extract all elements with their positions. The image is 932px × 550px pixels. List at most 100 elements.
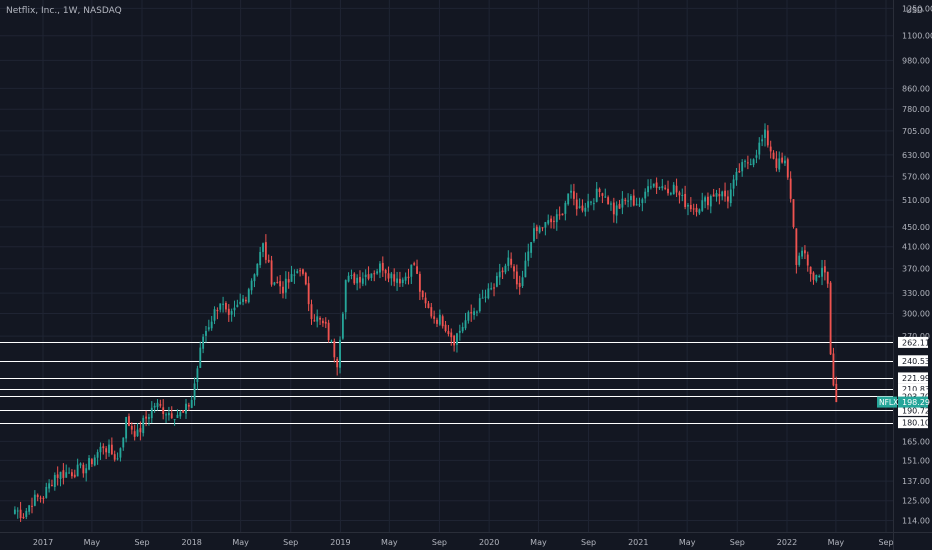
candle-body (384, 269, 387, 274)
x-tick-label: Sep (730, 538, 745, 547)
candle-body (361, 278, 364, 284)
candle-body (498, 271, 501, 278)
candle-body (738, 170, 741, 173)
y-tick-label: 1250.00 (902, 4, 932, 13)
level-tag-label: 180.10 (902, 419, 930, 428)
candle-body (775, 158, 778, 168)
candle-body (755, 155, 758, 158)
candle-body (390, 273, 393, 279)
x-tick-label: 2018 (182, 538, 202, 547)
candle-body (581, 205, 584, 211)
candle-body (444, 324, 447, 332)
x-tick-label: 2022 (777, 538, 797, 547)
candle-body (264, 242, 267, 260)
candle-body (99, 446, 102, 453)
candle-body (173, 419, 176, 421)
candle-body (404, 276, 407, 281)
candle-body (19, 509, 22, 519)
x-tick-label: 2021 (628, 538, 648, 547)
candle-body (293, 274, 296, 276)
candle-body (296, 271, 299, 274)
candle-body (113, 454, 116, 460)
candle-body (359, 276, 361, 283)
candle-body (504, 265, 507, 273)
candle-body (28, 505, 31, 512)
x-tick-label: Sep (134, 538, 149, 547)
candle-body (396, 278, 398, 283)
candle-body (344, 280, 347, 313)
candle-body (110, 444, 113, 455)
candle-body (510, 258, 513, 265)
x-tick-label: 2017 (33, 538, 53, 547)
candle-body (555, 214, 558, 223)
candle-body (190, 399, 193, 408)
candle-body (85, 468, 88, 474)
candle-body (458, 330, 461, 333)
candle-body (621, 198, 624, 208)
candle-body (119, 448, 122, 458)
candle-body (282, 286, 284, 294)
y-tick-label: 410.00 (902, 243, 930, 252)
candle-body (202, 336, 205, 349)
candle-body (513, 266, 515, 272)
candle-body (610, 203, 612, 205)
candle-body (538, 227, 541, 233)
candle-body (478, 298, 481, 312)
candle-body (501, 270, 504, 273)
candle-body (649, 186, 652, 188)
candle-body (832, 353, 835, 386)
candle-body (464, 320, 467, 329)
candle-body (393, 274, 396, 282)
level-tag (898, 383, 928, 395)
candle-body (199, 347, 202, 368)
candle-body (758, 142, 761, 155)
candle-body (806, 254, 809, 266)
y-tick-label: 570.00 (902, 172, 930, 181)
candle-body (803, 250, 806, 254)
candle-body (68, 472, 71, 474)
candle-body (826, 271, 829, 284)
candle-body (718, 194, 721, 197)
candle-body (51, 484, 53, 486)
candle-body (698, 209, 701, 214)
candle-body (438, 314, 441, 325)
candle-body (612, 202, 615, 215)
candle-body (490, 288, 493, 290)
candle-body (778, 158, 781, 170)
candle-body (450, 332, 453, 338)
candle-body (244, 299, 247, 302)
candle-body (518, 282, 521, 287)
candle-body (618, 203, 621, 209)
candle-body (167, 412, 170, 416)
level-tag-label: 190.72 (902, 406, 930, 415)
candle-body (441, 316, 444, 327)
candle-body (535, 226, 538, 232)
candle-body (313, 320, 316, 322)
x-tick-label: May (530, 538, 547, 547)
y-tick-label: 780.00 (902, 105, 930, 114)
candle-body (595, 188, 598, 202)
candle-body (507, 257, 510, 266)
candle-body (31, 505, 33, 507)
candle-body (632, 195, 635, 206)
candle-body (561, 213, 564, 216)
candle-body (815, 274, 818, 281)
candle-body (16, 510, 19, 512)
level-tag (898, 355, 928, 367)
candle-body (13, 509, 16, 514)
candle-body (90, 459, 93, 465)
candle-body (541, 227, 544, 229)
candle-body (647, 186, 649, 193)
candle-body (598, 188, 601, 193)
candle-body (550, 218, 553, 223)
candle-body (170, 413, 173, 419)
candle-body (701, 200, 704, 211)
candle-body (809, 266, 812, 275)
candle-body (418, 273, 421, 292)
candle-body (379, 263, 381, 273)
candle-body (256, 263, 259, 276)
candle-body (624, 199, 627, 201)
candle-body (373, 273, 376, 275)
candle-body (36, 494, 39, 498)
